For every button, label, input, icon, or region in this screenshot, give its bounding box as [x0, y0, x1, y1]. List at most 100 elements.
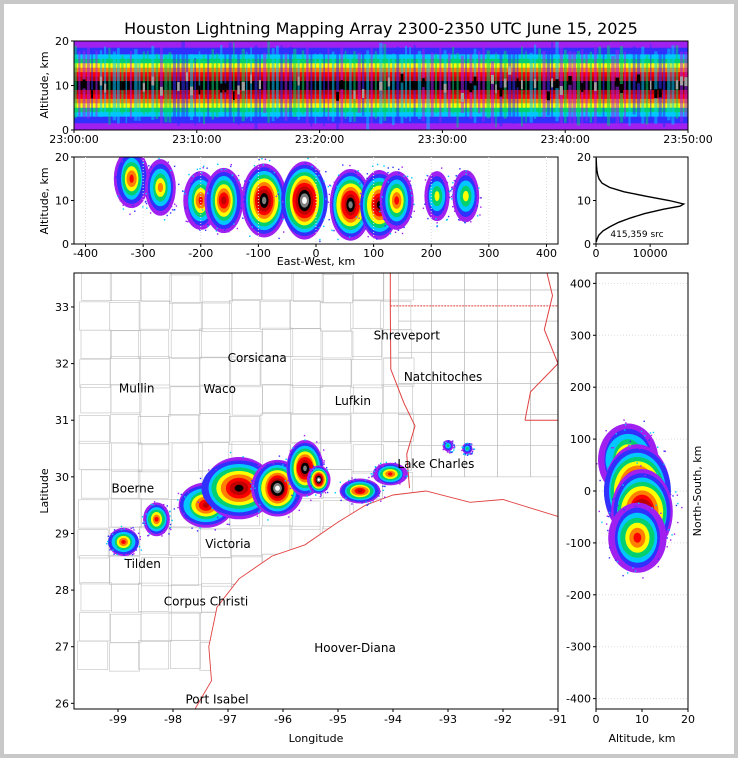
- source-point: [161, 535, 163, 537]
- source-point: [334, 492, 336, 494]
- place-label: Boerne: [112, 482, 155, 496]
- county-boundary: [79, 358, 111, 388]
- source-point: [384, 225, 387, 227]
- source-point: [424, 179, 427, 181]
- source-point: [425, 194, 427, 197]
- plan-lightning-cluster: [442, 440, 456, 454]
- source-point: [389, 233, 392, 235]
- latitude-tick-label: 31: [55, 414, 69, 427]
- source-point: [359, 192, 362, 195]
- source-point: [331, 229, 333, 232]
- source-point: [282, 231, 285, 233]
- north-south-ylabel: North-South, km: [691, 446, 704, 537]
- density-contour: [129, 174, 134, 183]
- source-point: [143, 523, 146, 526]
- source-point: [464, 453, 466, 455]
- source-point: [359, 182, 361, 185]
- source-point: [146, 183, 148, 185]
- source-point: [656, 472, 659, 474]
- source-point: [323, 463, 325, 465]
- county-boundary: [230, 356, 262, 386]
- source-point: [371, 475, 373, 477]
- source-point: [451, 442, 454, 444]
- ew-lightning-cluster: [113, 157, 153, 215]
- ns-tick-label: 400: [570, 277, 591, 290]
- source-point: [381, 196, 383, 198]
- source-point: [648, 439, 650, 441]
- county-boundary: [262, 384, 294, 414]
- time-bin-stripe: [344, 50, 347, 119]
- source-point: [287, 516, 290, 518]
- source-point: [170, 169, 172, 172]
- source-point: [266, 463, 269, 466]
- source-point: [202, 167, 204, 169]
- time-bin-stripe: [486, 50, 490, 119]
- source-point: [150, 166, 152, 168]
- source-point: [381, 203, 384, 206]
- source-point: [277, 192, 279, 194]
- dense-core-stripe: [379, 81, 383, 91]
- source-point: [385, 461, 388, 464]
- source-point: [379, 466, 382, 468]
- source-point: [449, 452, 451, 454]
- source-point: [259, 503, 261, 506]
- source-point: [121, 160, 123, 163]
- source-point: [367, 235, 369, 238]
- source-point: [617, 505, 619, 507]
- source-point: [253, 483, 255, 485]
- source-point: [410, 194, 413, 197]
- county-boundary: [261, 273, 293, 301]
- dense-core-stripe: [104, 83, 107, 93]
- source-point: [450, 190, 452, 192]
- source-point: [410, 216, 413, 218]
- source-point: [147, 535, 149, 537]
- source-point: [326, 469, 329, 471]
- county-boundary: [320, 302, 351, 332]
- county-boundary: [81, 273, 113, 301]
- source-point: [467, 453, 470, 455]
- source-point: [409, 180, 411, 182]
- source-point: [445, 441, 447, 444]
- county-boundary: [169, 274, 201, 304]
- plan-lightning-cluster: [306, 465, 331, 498]
- plan-view-ylabel: Latitude: [38, 468, 51, 514]
- source-point: [459, 168, 461, 170]
- latitude-tick-label: 29: [55, 527, 69, 540]
- source-point: [465, 173, 467, 175]
- county-boundary: [198, 357, 230, 387]
- ns-alt-tick-label: 20: [681, 713, 695, 726]
- source-point: [313, 491, 316, 493]
- source-point: [253, 165, 256, 167]
- source-point: [258, 168, 261, 170]
- time-bin-stripe: [426, 54, 430, 130]
- source-point: [380, 208, 382, 210]
- source-point: [655, 504, 657, 506]
- source-point: [638, 502, 640, 504]
- county-boundary: [290, 327, 322, 357]
- source-point: [187, 221, 189, 223]
- east-west-altitude-panel: -400 -300 -200 -100 0 100 200 300 400 0 10 20 East-…: [38, 151, 559, 268]
- time-bin-stripe: [301, 50, 305, 115]
- source-point: [201, 175, 203, 177]
- county-boundary: [229, 300, 261, 329]
- source-point: [381, 465, 383, 467]
- time-bin-stripe: [392, 53, 395, 126]
- time-bin-stripe: [250, 47, 253, 122]
- source-point: [607, 438, 610, 440]
- county-boundary: [138, 640, 169, 670]
- source-point: [149, 172, 151, 174]
- source-point: [206, 191, 208, 193]
- source-point: [167, 161, 170, 163]
- time-bin-stripe: [323, 52, 325, 127]
- latitude-tick-label: 26: [55, 697, 69, 710]
- source-point: [435, 218, 437, 220]
- source-point: [663, 450, 665, 452]
- source-point: [359, 203, 361, 205]
- source-point: [112, 549, 114, 551]
- time-tick-label: 23:30:00: [418, 133, 467, 146]
- source-point: [291, 494, 293, 497]
- time-bin-stripe: [430, 52, 434, 117]
- dense-core-stripe: [460, 92, 464, 102]
- ew-alt-tick-label: 0: [62, 238, 69, 251]
- source-point: [304, 439, 306, 441]
